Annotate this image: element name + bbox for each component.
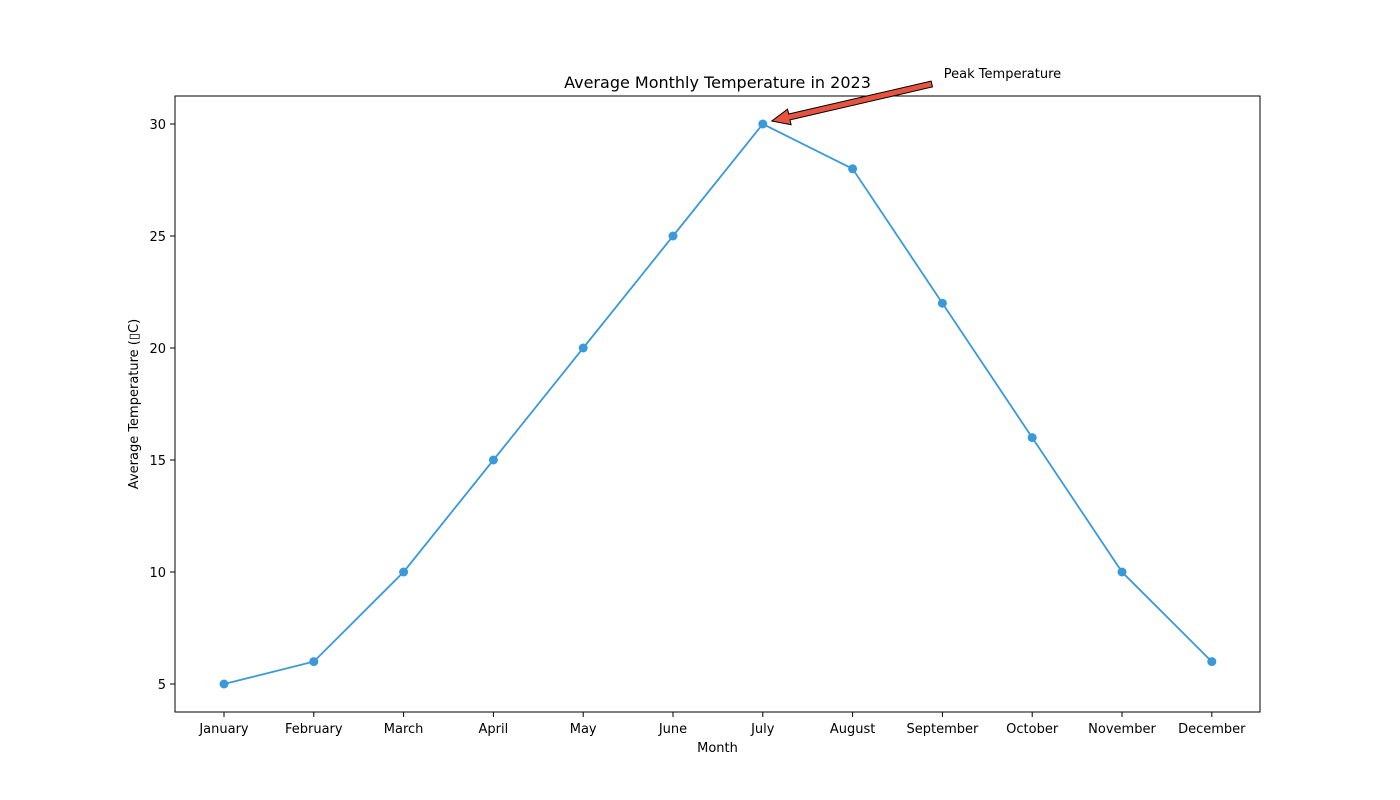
- data-point: [1027, 433, 1037, 443]
- y-axis-ticks: 5 10 15 20 25 30: [149, 118, 175, 693]
- series-line: [223, 122, 1213, 685]
- x-axis-label: Month: [697, 741, 738, 756]
- data-point: [219, 679, 229, 689]
- data-point: [668, 231, 678, 241]
- data-point: [1207, 657, 1217, 667]
- series-layer: [219, 119, 1217, 689]
- x-tick-label: May: [570, 722, 597, 737]
- data-point: [309, 657, 319, 667]
- x-tick-label: September: [906, 722, 979, 737]
- y-axis-label: Average Temperature (▯C): [127, 319, 142, 489]
- x-tick-label: January: [198, 722, 249, 737]
- y-tick-label: 10: [149, 566, 166, 581]
- plot-area: [174, 95, 1261, 713]
- annotation-arrow: [770, 80, 934, 126]
- x-tick-label: December: [1178, 722, 1246, 737]
- data-point: [937, 298, 947, 308]
- x-tick-label: April: [479, 722, 509, 737]
- annotation-text: Peak Temperature: [944, 67, 1061, 82]
- data-point: [578, 343, 588, 353]
- x-tick-label: June: [658, 722, 687, 737]
- x-tick-label: July: [750, 722, 775, 737]
- x-tick-label: March: [384, 722, 424, 737]
- data-point: [488, 455, 498, 465]
- chart-title: Average Monthly Temperature in 2023: [564, 73, 871, 92]
- x-tick-label: November: [1088, 722, 1156, 737]
- data-point: [848, 164, 858, 174]
- x-tick-label: August: [830, 722, 876, 737]
- x-tick-label: February: [285, 722, 343, 737]
- annotation: Peak Temperature: [770, 67, 1061, 126]
- y-tick-label: 30: [149, 118, 166, 133]
- y-tick-label: 5: [158, 678, 166, 693]
- x-tick-label: October: [1006, 722, 1059, 737]
- data-point: [1117, 567, 1127, 577]
- y-tick-label: 20: [149, 342, 166, 357]
- y-tick-label: 25: [149, 230, 166, 245]
- x-axis-ticks: January February March April May June July Augu…: [198, 712, 1246, 737]
- data-point: [758, 119, 768, 129]
- data-point: [399, 567, 409, 577]
- y-tick-label: 15: [149, 454, 166, 469]
